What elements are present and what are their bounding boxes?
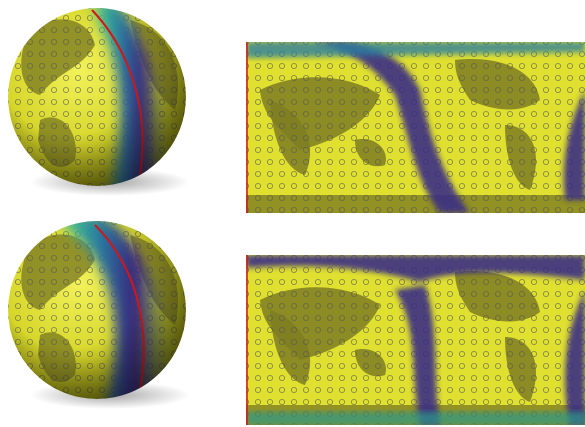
map-bottom — [246, 255, 585, 425]
figure — [0, 0, 585, 427]
globe-top — [0, 0, 200, 200]
page — [0, 0, 585, 427]
globe-bottom — [0, 215, 200, 415]
map-top — [246, 42, 585, 213]
